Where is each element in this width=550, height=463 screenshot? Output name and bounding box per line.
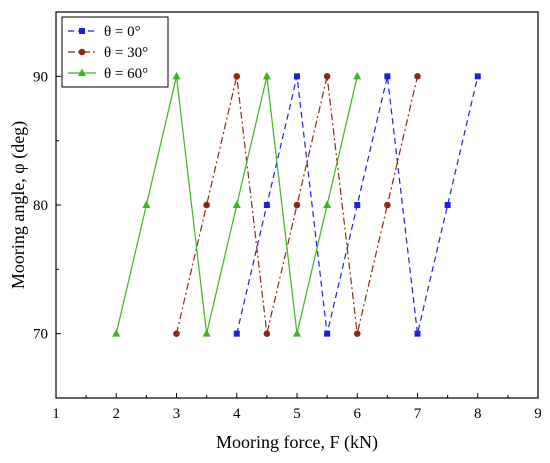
x-tick-label: 4: [233, 406, 241, 422]
legend-label: θ = 30°: [104, 45, 148, 61]
data-point: [203, 201, 210, 209]
data-point: [202, 329, 211, 337]
x-tick-label: 7: [414, 406, 422, 422]
data-point: [233, 330, 240, 337]
x-tick-label: 9: [534, 406, 542, 422]
x-tick-label: 2: [113, 406, 121, 422]
data-point: [324, 330, 331, 337]
legend-marker: [78, 68, 86, 76]
y-tick-label: 90: [33, 69, 48, 85]
legend-label: θ = 60°: [104, 66, 148, 82]
x-axis-title: Mooring force, F (kN): [216, 432, 378, 453]
data-point: [263, 202, 270, 208]
data-point: [353, 330, 361, 337]
data-point: [262, 71, 271, 80]
y-tick-label: 80: [33, 198, 48, 214]
legend-label: θ = 0°: [104, 24, 141, 40]
data-point: [293, 201, 301, 209]
data-point: [474, 73, 481, 80]
legend-marker: [79, 28, 85, 34]
series-group: [173, 73, 421, 337]
y-axis-title: Mooring angle, φ (deg): [8, 121, 29, 289]
data-point: [112, 329, 121, 337]
x-tick-label: 3: [173, 406, 181, 422]
data-point: [293, 329, 301, 337]
data-point: [354, 202, 361, 208]
data-point: [263, 330, 271, 337]
data-point: [294, 73, 300, 80]
legend-marker: [78, 48, 86, 56]
y-tick-label: 70: [33, 327, 48, 343]
x-tick-label: 8: [474, 406, 482, 422]
data-point: [173, 330, 180, 337]
data-point: [353, 71, 362, 80]
x-tick-label: 6: [354, 406, 362, 422]
x-tick-label: 1: [52, 406, 60, 422]
data-point: [172, 71, 181, 80]
data-point: [323, 200, 332, 208]
data-point: [232, 200, 241, 208]
data-point: [233, 73, 241, 80]
data-point: [414, 330, 421, 337]
data-point: [414, 73, 421, 80]
data-point: [323, 73, 331, 80]
series-group: [233, 73, 481, 337]
legend: θ = 0° θ = 30° θ = 60°: [61, 16, 169, 88]
series-layer: [112, 71, 481, 337]
data-point: [444, 202, 451, 208]
ticks-layer: 1 2 3 4 5 6 7 8 9 70 80 90: [33, 11, 542, 422]
data-point: [384, 201, 391, 209]
x-tick-label: 5: [293, 406, 301, 422]
data-point: [142, 200, 151, 208]
series-group: [112, 71, 362, 337]
data-point: [384, 73, 391, 80]
